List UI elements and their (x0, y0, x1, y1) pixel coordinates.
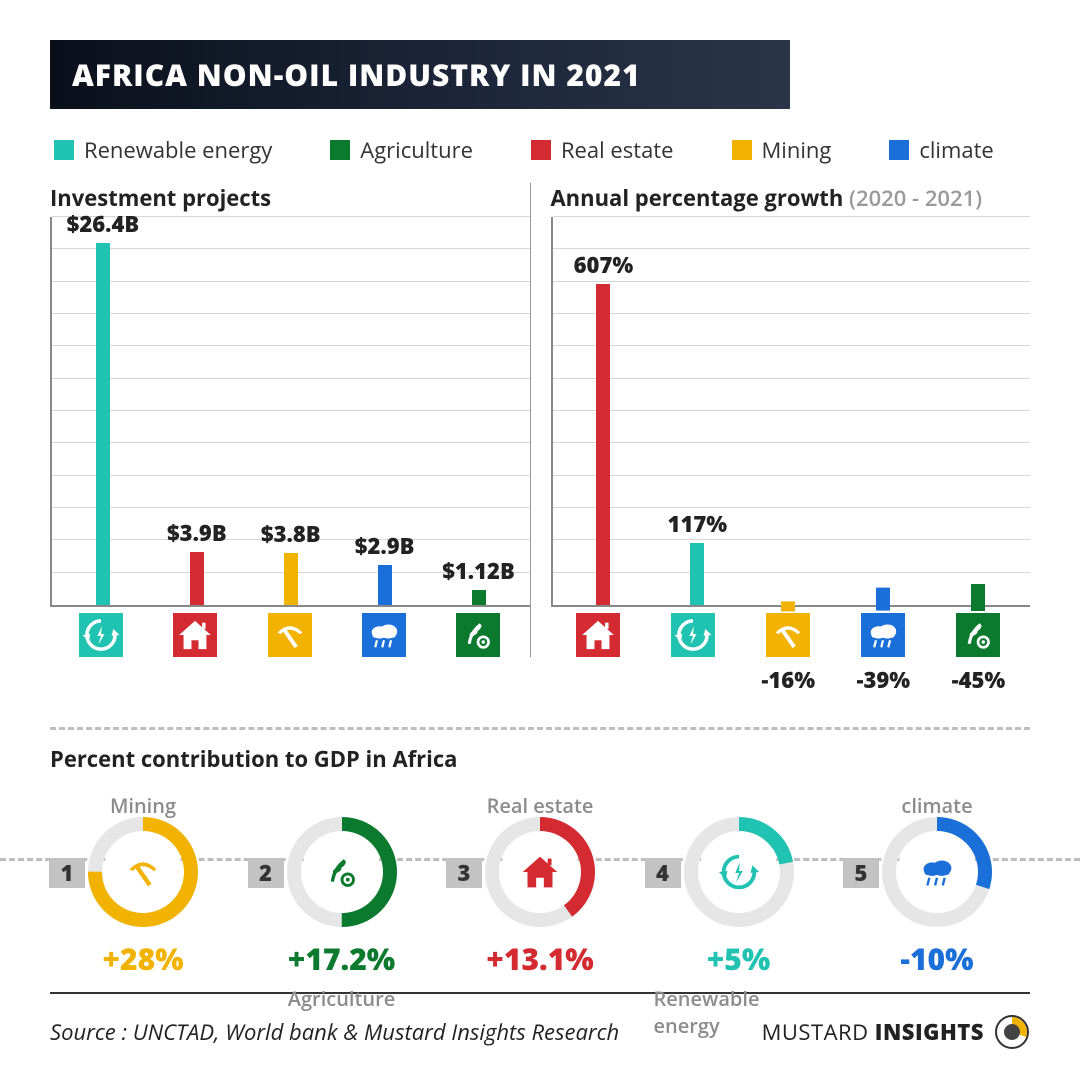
gdp-label: Mining (110, 792, 176, 812)
growth-chart-title: Annual percentage growth (2020 - 2021) (551, 183, 1031, 213)
bar-negative (971, 584, 985, 611)
bar (96, 243, 110, 605)
legend-label: Agriculture (360, 135, 473, 165)
bar-column: $3.9B (157, 518, 237, 605)
legend-label: climate (919, 135, 993, 165)
bar (378, 565, 392, 605)
mining-icon: -16% (766, 613, 810, 657)
realestate-icon (576, 613, 620, 657)
growth-chart: Annual percentage growth (2020 - 2021) 6… (531, 183, 1031, 657)
climate-icon: -39% (861, 613, 905, 657)
rank-badge: 2 (248, 858, 284, 888)
bar-value: -45% (952, 665, 1006, 695)
bar (690, 543, 704, 605)
gdp-item: climate 5 -10% (852, 792, 1022, 1005)
bar-value: $1.12B (442, 556, 515, 586)
bar-column: $2.9B (345, 531, 425, 605)
brand-logo-icon (994, 1014, 1030, 1050)
legend-swatch (889, 140, 909, 160)
bar-column: 607% (563, 250, 643, 605)
legend-label: Mining (762, 135, 832, 165)
gdp-donut: 3 (480, 812, 600, 932)
bar-value: -16% (761, 665, 815, 695)
bar-value: $2.9B (355, 531, 415, 561)
bar (596, 284, 610, 605)
bar (284, 553, 298, 605)
gdp-value: +28% (102, 938, 183, 979)
bar-negative (781, 601, 795, 611)
gdp-value: +5% (707, 938, 771, 979)
bar (472, 590, 486, 605)
rank-badge: 4 (645, 858, 681, 888)
gdp-value: -10% (900, 938, 973, 979)
legend-item: climate (889, 135, 993, 165)
legend-label: Real estate (561, 135, 674, 165)
agriculture-icon (456, 613, 500, 657)
gdp-label: climate (901, 792, 972, 812)
legend-swatch (54, 140, 74, 160)
bar-value: 117% (668, 509, 728, 539)
bar-column: $1.12B (439, 556, 519, 605)
rank-badge: 3 (446, 858, 482, 888)
gdp-donut: 2 (282, 812, 402, 932)
bar-value: -39% (857, 665, 911, 695)
gdp-value: +13.1% (486, 938, 593, 979)
gdp-item: Mining 1 +28% (58, 792, 228, 1005)
bar-column: $26.4B (63, 209, 143, 605)
realestate-icon (173, 613, 217, 657)
gdp-item: Real estate 3 +13.1% (455, 792, 625, 1005)
bar-column: $3.8B (251, 519, 331, 605)
divider (50, 727, 1030, 730)
gdp-label: Renewable energy (654, 985, 824, 1005)
bar-value: $26.4B (67, 209, 140, 239)
legend-item: Renewable energy (54, 135, 272, 165)
gdp-label: Agriculture (288, 985, 396, 1005)
legend-item: Mining (732, 135, 832, 165)
page-title: AFRICA NON-OIL INDUSTRY IN 2021 (50, 40, 790, 109)
rank-badge: 1 (49, 858, 85, 888)
legend-item: Agriculture (330, 135, 473, 165)
gdp-donut: 1 (83, 812, 203, 932)
gdp-value: +17.2% (288, 938, 395, 979)
gdp-donut: 5 (877, 812, 997, 932)
legend-swatch (732, 140, 752, 160)
legend-swatch (531, 140, 551, 160)
legend-label: Renewable energy (84, 135, 272, 165)
bar-negative (876, 588, 890, 611)
gdp-item: 2 +17.2% Agriculture (257, 792, 427, 1005)
climate-icon (362, 613, 406, 657)
bar-value: 607% (574, 250, 634, 280)
legend: Renewable energy Agriculture Real estate… (54, 135, 1026, 165)
bar-column: 117% (657, 509, 737, 605)
gdp-donut: 4 (679, 812, 799, 932)
bar (190, 552, 204, 605)
investment-chart: Investment projects $26.4B $3.9B $3.8B $… (50, 183, 531, 657)
rank-badge: 5 (843, 858, 879, 888)
bar-value: $3.9B (167, 518, 227, 548)
renewable-icon (671, 613, 715, 657)
renewable-icon (79, 613, 123, 657)
gdp-title: Percent contribution to GDP in Africa (50, 744, 1030, 774)
legend-swatch (330, 140, 350, 160)
bar-value: $3.8B (261, 519, 321, 549)
gdp-item: 4 +5% Renewable energy (654, 792, 824, 1005)
brand: MUSTARD INSIGHTS (762, 1014, 1030, 1050)
source-text: Source : UNCTAD, World bank & Mustard In… (50, 1017, 619, 1047)
gdp-label: Real estate (487, 792, 594, 812)
mining-icon (268, 613, 312, 657)
legend-item: Real estate (531, 135, 674, 165)
agriculture-icon: -45% (956, 613, 1000, 657)
